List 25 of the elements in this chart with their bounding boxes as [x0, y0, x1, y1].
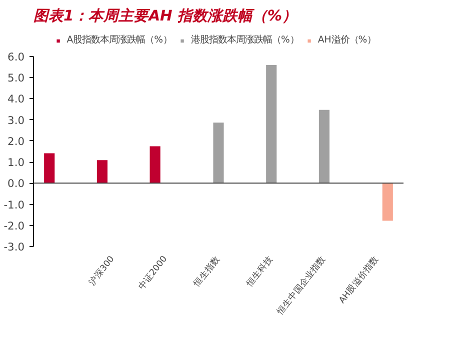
- bar: [318, 110, 330, 184]
- x-tick-label: 恒生中国企业指数: [274, 254, 328, 318]
- bar: [382, 183, 393, 221]
- y-tick-label: -2.0: [4, 219, 25, 232]
- y-tick-label: 4.0: [8, 92, 25, 106]
- bar: [213, 122, 224, 184]
- x-tick-label: 恒生科技: [244, 254, 276, 290]
- chart-title: 图表1：本周主要AH 指数涨跌幅（%）: [34, 8, 298, 24]
- y-tick-label: -3.0: [4, 240, 25, 254]
- x-tick-label: 恒生指数: [190, 254, 222, 290]
- bar: [150, 146, 160, 184]
- bar: [266, 64, 277, 184]
- y-tick-label: -1.0: [4, 198, 25, 212]
- x-tick-label: AH股溢价指数: [336, 254, 381, 306]
- y-tick-label: 1.0: [8, 156, 25, 170]
- y-tick-label: 5.0: [8, 72, 25, 85]
- legend-label: A股指数本周涨跌幅（%）: [66, 34, 172, 46]
- y-tick-label: 0.0: [8, 177, 25, 190]
- y-tick-label: 2.0: [8, 134, 25, 148]
- legend-label: AH溢价（%）: [318, 34, 376, 46]
- bar: [44, 153, 55, 184]
- legend-label: 港股指数本周涨跌幅（%）: [191, 34, 299, 46]
- y-tick-label: 6.0: [8, 50, 25, 64]
- y-tick-label: 3.0: [8, 114, 25, 127]
- bar: [96, 160, 108, 184]
